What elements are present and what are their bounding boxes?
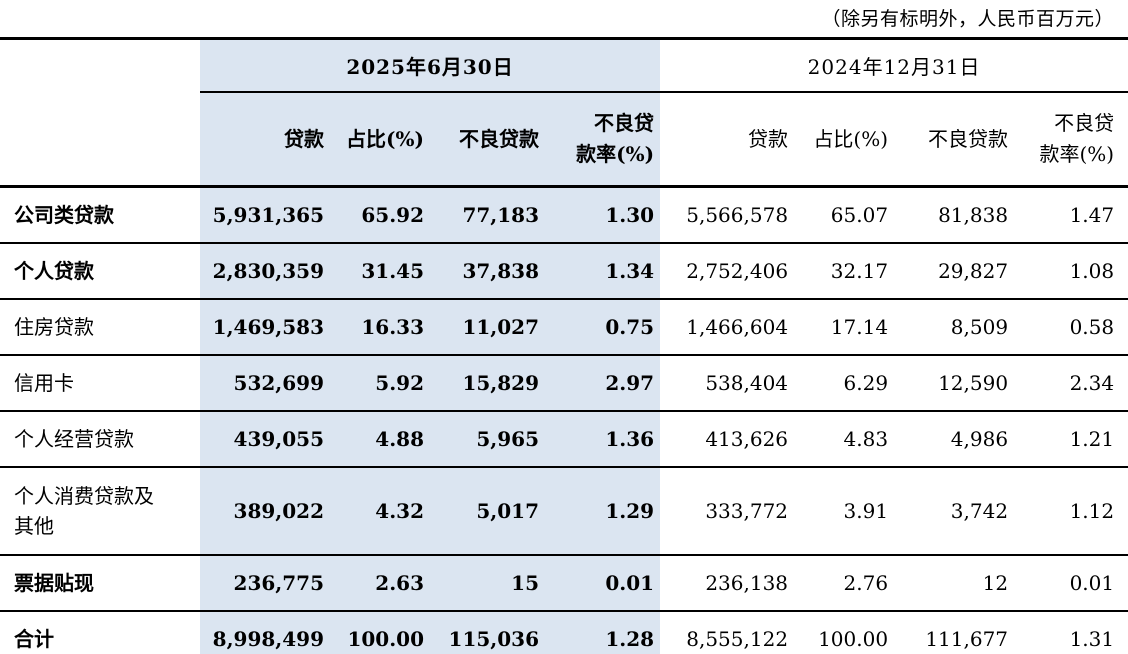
cell: 1,466,604 (660, 299, 795, 356)
cell: 1.08 (1014, 243, 1128, 300)
row-label: 个人消费贷款及 其他 (0, 467, 200, 556)
table-row-personal-business-loans: 个人经营贷款 439,055 4.88 5,965 1.36 413,626 4… (0, 411, 1128, 468)
cell: 5,931,365 (200, 186, 330, 244)
row-label: 个人贷款 (0, 243, 200, 300)
cell: 115,036 (430, 611, 545, 654)
cell: 15 (430, 555, 545, 612)
row-label: 票据贴现 (0, 555, 200, 612)
cell: 0.75 (545, 299, 661, 356)
cell: 16.33 (330, 299, 430, 356)
cell: 4.32 (330, 467, 430, 556)
cell: 77,183 (430, 186, 545, 244)
corner-cell (0, 39, 200, 93)
cell: 2,830,359 (200, 243, 330, 300)
col-header-npl-2025: 不良贷款 (430, 92, 545, 188)
cell: 2.34 (1014, 355, 1128, 412)
cell: 1.36 (545, 411, 661, 468)
cell: 29,827 (894, 243, 1015, 300)
cell: 0.01 (1014, 555, 1128, 612)
cell: 0.58 (1014, 299, 1128, 356)
row-label: 公司类贷款 (0, 186, 200, 244)
period-2025-header: 2025年6月30日 (200, 38, 661, 93)
cell: 0.01 (545, 555, 661, 612)
cell: 532,699 (200, 355, 330, 412)
col-header-npl-2024: 不良贷款 (894, 92, 1015, 188)
cell: 1.29 (545, 467, 661, 556)
cell: 12 (894, 555, 1015, 612)
cell: 5,017 (430, 467, 545, 556)
cell: 6.29 (794, 355, 895, 412)
cell: 1,469,583 (200, 299, 330, 356)
cell: 4,986 (894, 411, 1015, 468)
cell: 439,055 (200, 411, 330, 468)
cell: 236,138 (660, 555, 795, 612)
cell: 5.92 (330, 355, 430, 412)
col-header-npl-ratio-2024: 不良贷 款率(%) (1014, 92, 1128, 188)
column-header-row: 贷款 占比(%) 不良贷款 不良贷 款率(%) 贷款 占比(%) 不良贷款 不良… (0, 92, 1128, 188)
cell: 538,404 (660, 355, 795, 412)
cell: 3.91 (794, 467, 895, 556)
cell: 2,752,406 (660, 243, 795, 300)
table-row-personal-consumption-loans: 个人消费贷款及 其他 389,022 4.32 5,017 1.29 333,7… (0, 467, 1128, 556)
row-label: 合计 (0, 611, 200, 654)
cell: 1.31 (1014, 611, 1128, 654)
col-header-share-2025: 占比(%) (330, 92, 430, 188)
cell: 111,677 (894, 611, 1015, 654)
cell: 8,555,122 (660, 611, 795, 654)
empty-label-header (0, 92, 200, 188)
col-header-npl-ratio-2025: 不良贷 款率(%) (545, 92, 661, 188)
cell: 389,022 (200, 467, 330, 556)
table-row-housing-loans: 住房贷款 1,469,583 16.33 11,027 0.75 1,466,6… (0, 299, 1128, 356)
table-row-total: 合计 8,998,499 100.00 115,036 1.28 8,555,1… (0, 611, 1128, 654)
cell: 1.21 (1014, 411, 1128, 468)
row-label: 住房贷款 (0, 299, 200, 356)
period-header-row: 2025年6月30日 2024年12月31日 (0, 38, 1128, 93)
cell: 31.45 (330, 243, 430, 300)
cell: 333,772 (660, 467, 795, 556)
cell: 4.88 (330, 411, 430, 468)
cell: 1.12 (1014, 467, 1128, 556)
cell: 2.63 (330, 555, 430, 612)
col-header-loan-2024: 贷款 (660, 92, 795, 188)
cell: 65.07 (794, 186, 895, 244)
cell: 11,027 (430, 299, 545, 356)
cell: 8,998,499 (200, 611, 330, 654)
cell: 2.76 (794, 555, 895, 612)
table-row-discounted-bills: 票据贴现 236,775 2.63 15 0.01 236,138 2.76 1… (0, 555, 1128, 612)
cell: 12,590 (894, 355, 1015, 412)
cell: 100.00 (794, 611, 895, 654)
cell: 37,838 (430, 243, 545, 300)
cell: 65.92 (330, 186, 430, 244)
cell: 81,838 (894, 186, 1015, 244)
table-row-credit-card: 信用卡 532,699 5.92 15,829 2.97 538,404 6.2… (0, 355, 1128, 412)
period-2024-header: 2024年12月31日 (660, 38, 1128, 93)
cell: 8,509 (894, 299, 1015, 356)
cell: 413,626 (660, 411, 795, 468)
cell: 236,775 (200, 555, 330, 612)
row-label: 信用卡 (0, 355, 200, 412)
cell: 1.28 (545, 611, 661, 654)
col-header-share-2024: 占比(%) (794, 92, 895, 188)
cell: 15,829 (430, 355, 545, 412)
loan-distribution-table: 2025年6月30日 2024年12月31日 贷款 占比(%) 不良贷款 不良贷… (0, 37, 1128, 654)
col-header-loan-2025: 贷款 (200, 92, 330, 188)
cell: 3,742 (894, 467, 1015, 556)
cell: 1.47 (1014, 186, 1128, 244)
cell: 2.97 (545, 355, 661, 412)
table-row-personal-loans: 个人贷款 2,830,359 31.45 37,838 1.34 2,752,4… (0, 243, 1128, 300)
currency-unit-note: （除另有标明外，人民币百万元） (821, 8, 1114, 30)
cell: 5,566,578 (660, 186, 795, 244)
cell: 1.34 (545, 243, 661, 300)
cell: 4.83 (794, 411, 895, 468)
cell: 5,965 (430, 411, 545, 468)
row-label: 个人经营贷款 (0, 411, 200, 468)
cell: 1.30 (545, 186, 661, 244)
cell: 32.17 (794, 243, 895, 300)
table-row-corporate-loans: 公司类贷款 5,931,365 65.92 77,183 1.30 5,566,… (0, 186, 1128, 244)
cell: 17.14 (794, 299, 895, 356)
cell: 100.00 (330, 611, 430, 654)
